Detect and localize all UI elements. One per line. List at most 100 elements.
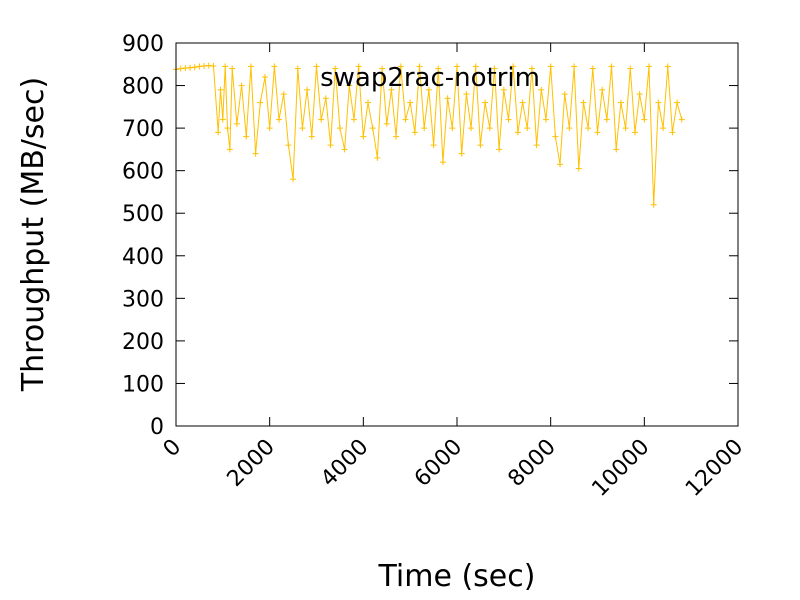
data-point	[674, 99, 681, 106]
data-point	[290, 176, 297, 183]
data-point	[627, 65, 634, 72]
data-point	[383, 120, 390, 127]
data-point	[557, 161, 564, 168]
data-point	[191, 64, 198, 71]
data-point	[468, 125, 475, 132]
data-point	[547, 63, 554, 70]
data-point	[514, 129, 521, 136]
x-axis-title: Time (sec)	[378, 559, 536, 594]
plot-frame	[175, 42, 739, 427]
series-line	[175, 65, 683, 205]
data-point	[678, 116, 685, 123]
data-point	[454, 63, 460, 70]
data-point	[238, 82, 245, 89]
data-point	[519, 99, 526, 106]
data-point	[266, 125, 273, 132]
data-point	[217, 86, 224, 93]
data-point	[571, 63, 578, 70]
data-point	[346, 82, 353, 89]
data-point	[439, 159, 446, 166]
y-tick-label: 600	[122, 160, 164, 185]
data-point	[355, 63, 362, 70]
y-tick-label: 100	[122, 372, 164, 397]
y-tick-label: 400	[122, 245, 164, 270]
data-point	[458, 150, 465, 157]
data-point	[402, 116, 409, 123]
data-point	[397, 63, 404, 70]
data-point	[388, 86, 395, 93]
data-point	[393, 133, 400, 140]
y-tick-label: 700	[122, 117, 164, 142]
data-point	[486, 125, 493, 132]
data-point	[430, 142, 437, 149]
data-point	[603, 116, 610, 123]
data-point	[528, 65, 535, 72]
data-point	[365, 99, 372, 106]
data-point	[304, 86, 311, 93]
data-point	[332, 65, 339, 72]
data-point	[285, 142, 292, 149]
data-point	[664, 63, 671, 70]
data-point	[318, 116, 325, 123]
data-point	[561, 91, 568, 98]
data-point	[435, 65, 442, 72]
data-point	[308, 133, 315, 140]
data-point	[313, 63, 320, 70]
data-point	[660, 125, 667, 132]
data-point	[449, 125, 456, 132]
data-point	[257, 99, 264, 106]
data-point	[608, 63, 615, 70]
data-point	[463, 91, 470, 98]
data-point	[336, 125, 343, 132]
data-point	[655, 99, 662, 106]
data-point	[533, 142, 540, 149]
data-point	[425, 86, 432, 93]
data-point	[552, 133, 559, 140]
legend-label: swap2rac-notrim	[320, 63, 540, 93]
data-point	[224, 125, 231, 132]
data-point	[599, 86, 606, 93]
data-point	[482, 99, 489, 106]
data-point	[411, 129, 418, 136]
data-point	[247, 63, 254, 70]
data-point	[233, 120, 240, 127]
data-point	[631, 129, 638, 136]
data-point	[222, 63, 229, 70]
y-axis-title: Throughput (MB/sec)	[16, 77, 51, 392]
data-point	[510, 63, 517, 70]
series-layer	[173, 62, 685, 208]
data-point	[416, 63, 423, 70]
data-point	[379, 65, 386, 72]
data-point	[350, 116, 357, 123]
data-point	[210, 62, 217, 69]
data-point	[580, 99, 587, 106]
data-point	[374, 154, 381, 161]
data-point	[219, 116, 226, 123]
data-point	[261, 74, 268, 81]
data-point	[646, 63, 653, 70]
data-point	[226, 146, 233, 153]
data-point	[524, 125, 531, 132]
data-point	[491, 65, 498, 72]
data-point	[407, 99, 414, 106]
data-point	[271, 63, 278, 70]
data-point	[585, 125, 592, 132]
data-point	[477, 142, 484, 149]
data-point	[566, 125, 573, 132]
data-point	[252, 150, 259, 157]
data-point	[594, 129, 601, 136]
data-point	[280, 91, 287, 98]
data-point	[613, 146, 620, 153]
data-point	[589, 65, 596, 72]
data-point	[421, 125, 428, 132]
data-point	[669, 129, 676, 136]
data-point	[538, 86, 545, 93]
data-point	[505, 116, 512, 123]
y-tick-label: 800	[122, 75, 164, 100]
data-point	[500, 86, 507, 93]
data-point	[322, 95, 329, 102]
y-tick-label: 0	[150, 415, 164, 440]
data-point	[360, 133, 367, 140]
data-point	[650, 201, 657, 208]
